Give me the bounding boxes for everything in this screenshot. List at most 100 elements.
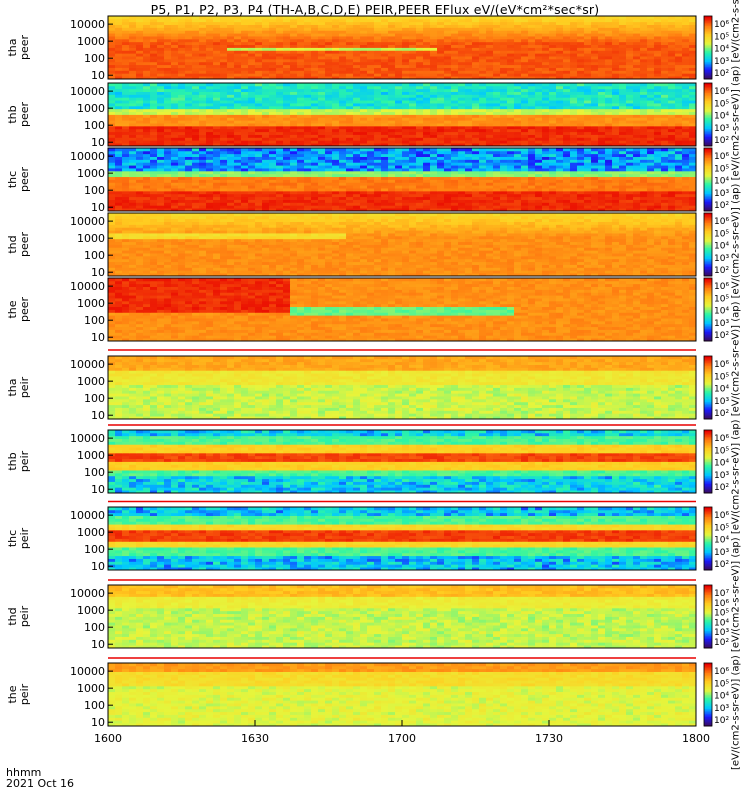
heatmap-cell	[283, 85, 291, 90]
heatmap-cell	[556, 53, 564, 57]
heatmap-cell	[528, 182, 536, 186]
heatmap-cell	[311, 16, 319, 20]
heatmap-cell	[416, 173, 424, 178]
heatmap-cell	[192, 33, 200, 37]
heatmap-cell	[619, 173, 627, 178]
heatmap-cell	[458, 30, 466, 34]
heatmap-cell	[535, 53, 543, 57]
heatmap-cell	[563, 125, 571, 130]
heatmap-cell	[479, 73, 487, 77]
colorbar-segment	[704, 103, 712, 106]
heatmap-cell	[612, 67, 620, 71]
heatmap-cell	[171, 61, 179, 66]
heatmap-cell	[584, 44, 592, 48]
heatmap-cell	[633, 100, 641, 104]
heatmap-cell	[325, 205, 333, 209]
heatmap-cell	[402, 53, 410, 57]
heatmap-cell	[269, 196, 277, 200]
heatmap-cell	[157, 208, 165, 212]
heatmap-cell	[591, 176, 599, 180]
heatmap-cell	[332, 170, 340, 175]
heatmap-cell	[493, 193, 501, 198]
heatmap-cell	[115, 18, 123, 23]
heatmap-cell	[668, 38, 676, 43]
heatmap-cell	[570, 36, 578, 40]
heatmap-cell	[430, 30, 438, 34]
heatmap-cell	[164, 128, 172, 133]
heatmap-cell	[451, 196, 459, 200]
heatmap-cell	[451, 123, 459, 127]
heatmap-cell	[605, 111, 613, 115]
heatmap-cell	[318, 56, 326, 60]
heatmap-cell	[304, 134, 312, 138]
heatmap-cell	[178, 205, 186, 209]
heatmap-cell	[206, 128, 214, 133]
heatmap-cell	[605, 105, 613, 110]
heatmap-cell	[668, 41, 676, 46]
heatmap-cell	[556, 30, 564, 34]
heatmap-cell	[619, 36, 627, 40]
heatmap-cell	[346, 202, 354, 206]
heatmap-cell	[535, 199, 543, 203]
heatmap-cell	[150, 117, 158, 121]
heatmap-cell	[458, 88, 466, 92]
heatmap-cell	[185, 176, 193, 180]
heatmap-cell	[444, 56, 452, 60]
heatmap-cell	[535, 143, 543, 147]
heatmap-cell	[143, 137, 151, 141]
heatmap-cell	[500, 70, 508, 74]
heatmap-cell	[164, 134, 172, 138]
heatmap-cell	[626, 103, 634, 107]
heatmap-cell	[248, 182, 256, 186]
heatmap-cell	[416, 131, 424, 135]
heatmap-cell	[570, 27, 578, 31]
heatmap-cell	[108, 193, 116, 198]
heatmap-cell	[675, 94, 683, 98]
heatmap-cell	[353, 170, 361, 175]
heatmap-cell	[297, 53, 305, 57]
heatmap-cell	[374, 58, 382, 63]
heatmap-cell	[612, 21, 620, 25]
heatmap-cell	[122, 205, 130, 209]
heatmap-cell	[640, 208, 648, 212]
colorbar-segment	[704, 134, 712, 138]
heatmap-cell	[262, 182, 270, 186]
heatmap-cell	[388, 56, 396, 60]
heatmap-cell	[185, 27, 193, 31]
heatmap-cell	[199, 30, 207, 34]
heatmap-cell	[668, 18, 676, 23]
heatmap-cell	[381, 53, 389, 57]
heatmap-cell	[465, 103, 473, 107]
heatmap-cell	[584, 50, 592, 54]
heatmap-cell	[661, 64, 669, 68]
heatmap-cell	[213, 170, 221, 175]
heatmap-cell	[570, 44, 578, 48]
heatmap-cell	[297, 97, 305, 101]
heatmap-cell	[297, 50, 305, 54]
heatmap-cell	[521, 114, 529, 118]
heatmap-cell	[178, 128, 186, 133]
heatmap-cell	[346, 176, 354, 180]
heatmap-cell	[346, 117, 354, 121]
heatmap-cell	[143, 103, 151, 107]
heatmap-cell	[150, 76, 158, 80]
heatmap-cell	[626, 185, 634, 189]
heatmap-cell	[668, 21, 676, 25]
heatmap-cell	[241, 179, 249, 183]
heatmap-cell	[563, 53, 571, 57]
heatmap-cell	[458, 199, 466, 203]
heatmap-cell	[269, 140, 277, 144]
heatmap-cell	[395, 103, 403, 107]
heatmap-cell	[381, 199, 389, 203]
heatmap-cell	[458, 179, 466, 183]
heatmap-cell	[654, 94, 662, 98]
heatmap-cell	[514, 193, 522, 198]
heatmap-cell	[472, 114, 480, 118]
heatmap-cell	[612, 117, 620, 121]
heatmap-cell	[549, 123, 557, 127]
heatmap-cell	[619, 188, 627, 192]
heatmap-cell	[640, 24, 648, 28]
colorbar-segment	[704, 127, 712, 130]
heatmap-cell	[269, 188, 277, 192]
heatmap-cell	[157, 137, 165, 141]
